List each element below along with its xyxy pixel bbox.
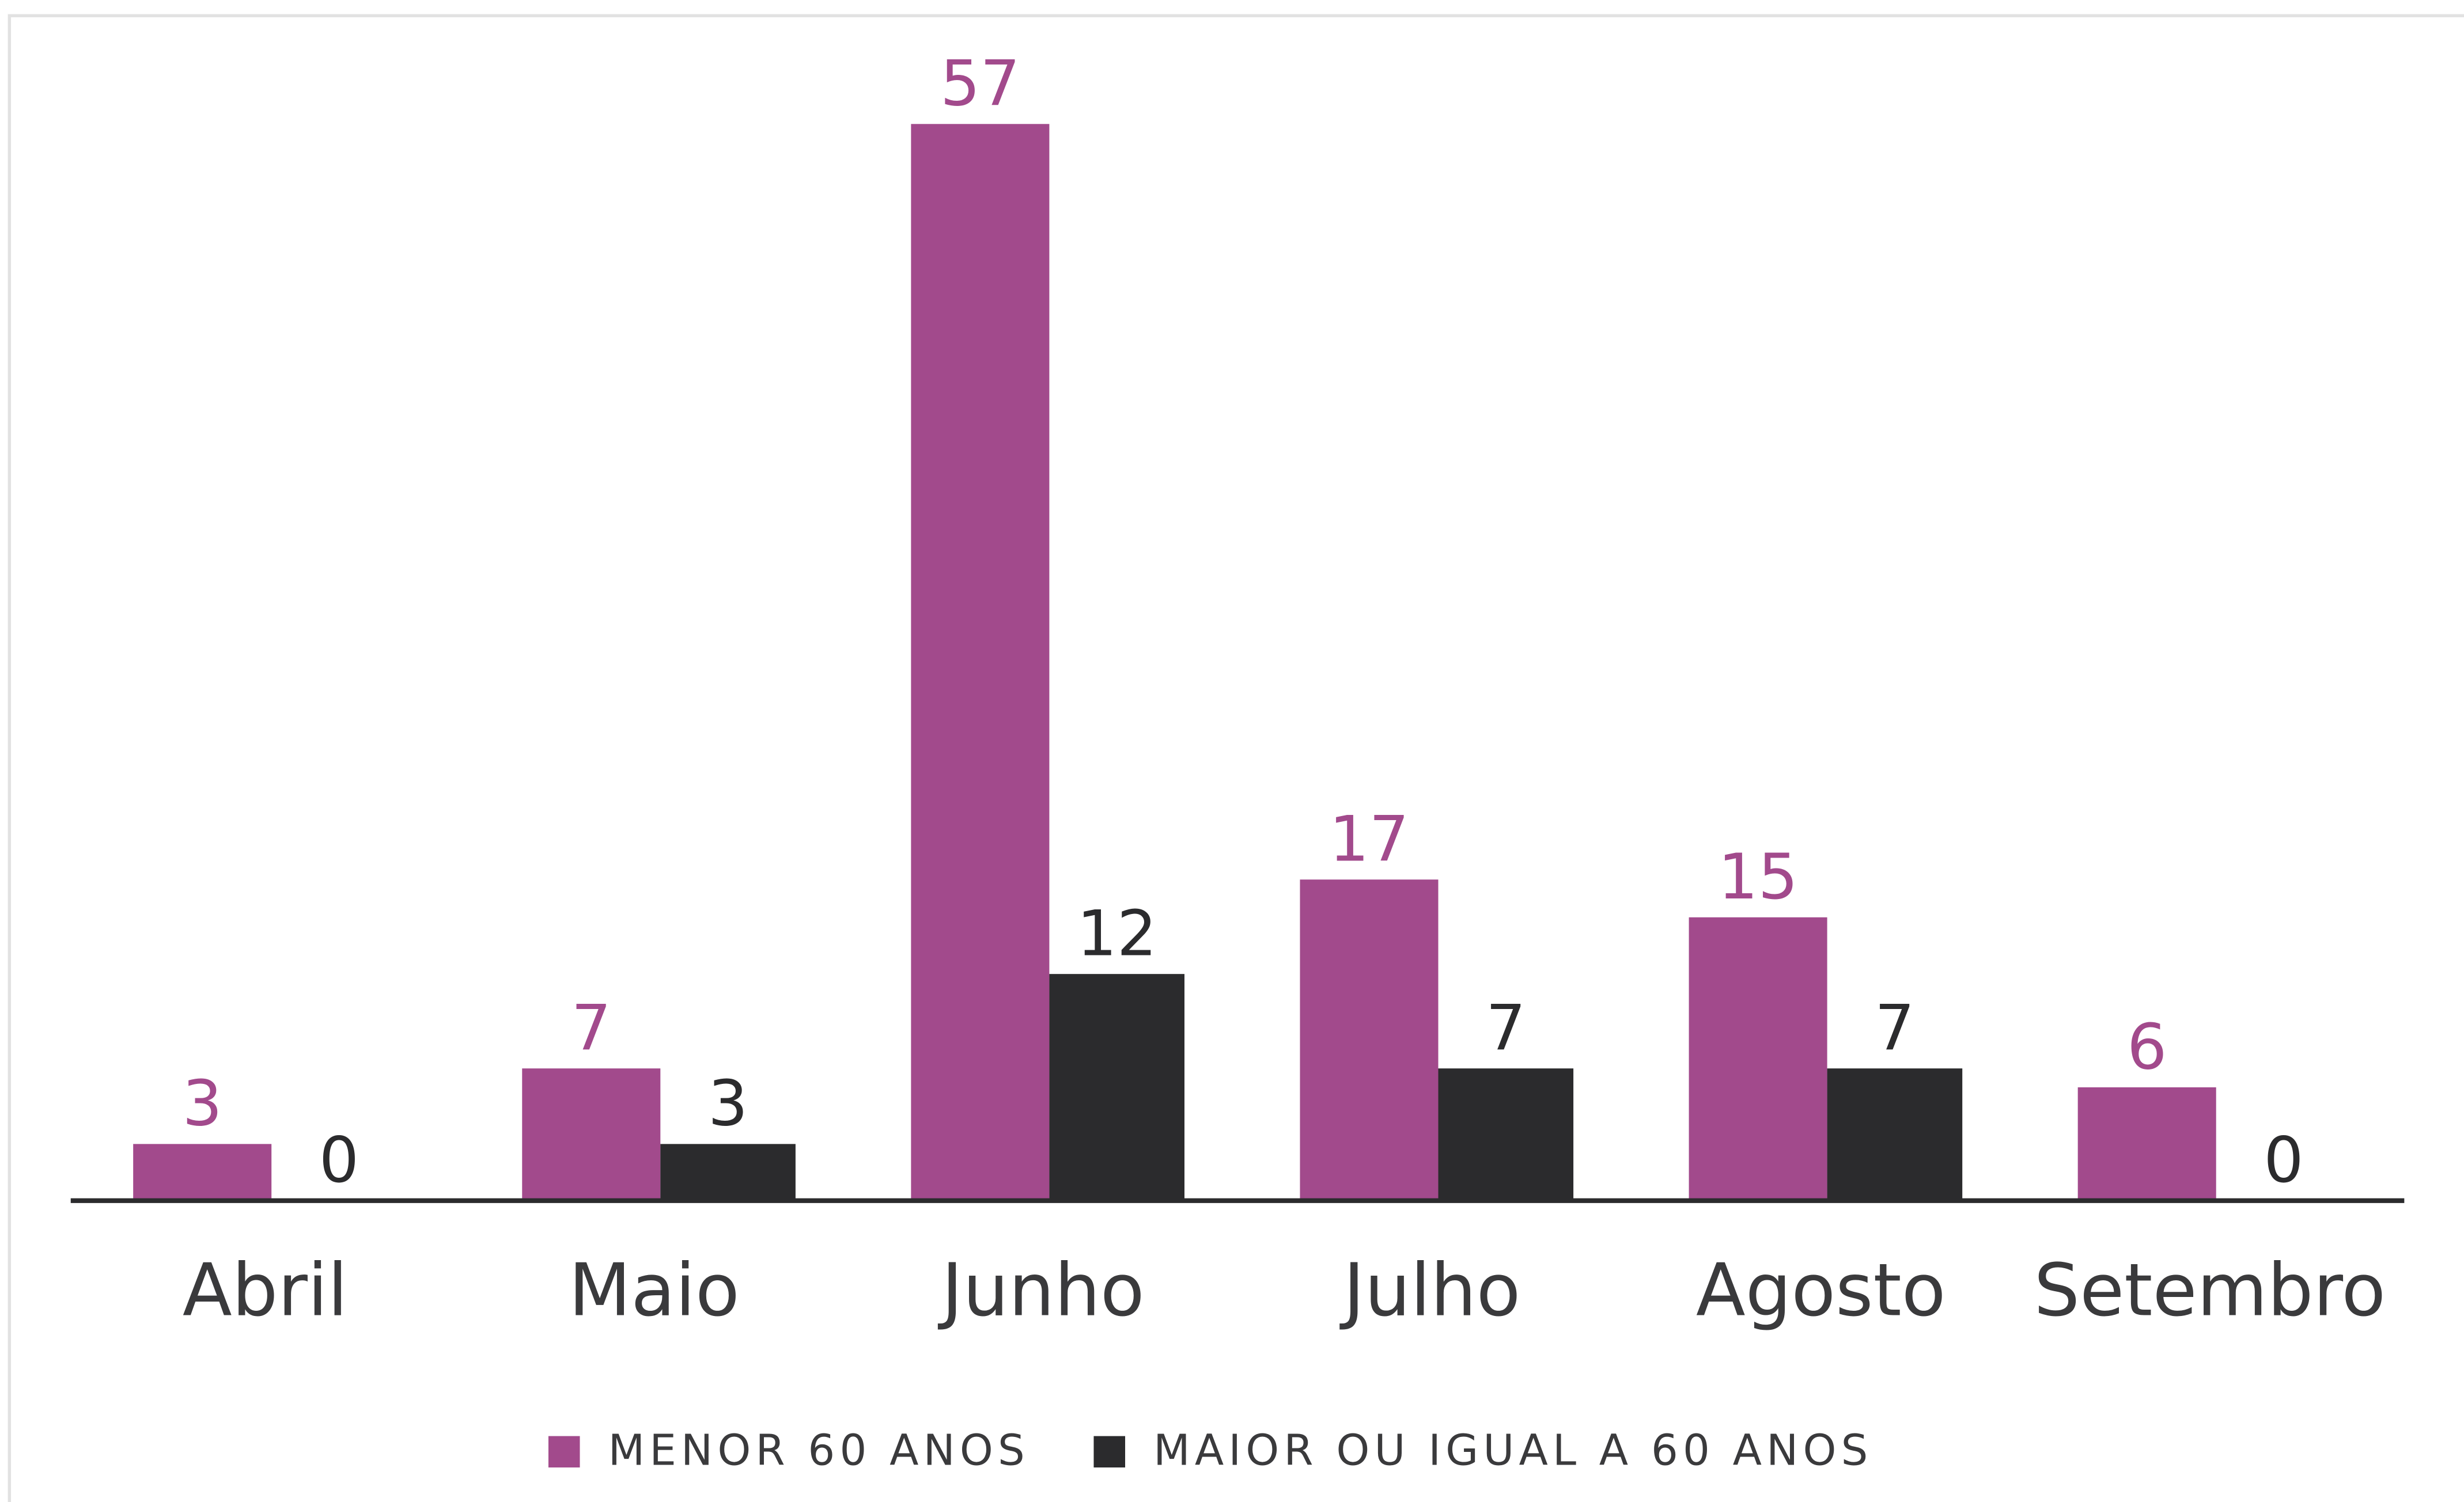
bar [911, 124, 1050, 1201]
data-label: 57 [940, 47, 1020, 120]
data-label: 7 [1875, 992, 1914, 1065]
x-tick-label: Setembro [2034, 1249, 2386, 1333]
data-label: 3 [182, 1067, 222, 1140]
x-tick-label: Junho [937, 1249, 1144, 1333]
bar [1049, 974, 1184, 1201]
data-label: 0 [2264, 1124, 2303, 1197]
bar [1827, 1068, 1963, 1201]
x-tick-label: Agosto [1696, 1249, 1946, 1333]
bar [1300, 879, 1439, 1201]
x-tick-label: Maio [569, 1249, 740, 1333]
data-label: 7 [1486, 992, 1526, 1065]
legend-swatch [548, 1436, 580, 1468]
bar [1438, 1068, 1574, 1201]
data-label: 7 [571, 992, 611, 1065]
x-tick-label: Julho [1339, 1249, 1521, 1333]
legend-label: MAIOR OU IGUAL A 60 ANOS [1153, 1427, 1872, 1476]
legend-swatch [1093, 1436, 1126, 1468]
data-label: 6 [2127, 1010, 2167, 1083]
data-label: 17 [1329, 803, 1409, 876]
bar [2077, 1087, 2216, 1201]
frame [7, 14, 2464, 1502]
data-label: 0 [319, 1124, 359, 1197]
data-label: 3 [708, 1067, 748, 1140]
bar [133, 1144, 272, 1201]
x-tick-label: Abril [183, 1249, 348, 1333]
bar [1689, 917, 1827, 1201]
legend-label: MENOR 60 ANOS [608, 1427, 1029, 1476]
data-label: 12 [1077, 897, 1157, 970]
bar [660, 1144, 796, 1201]
data-label: 15 [1718, 840, 1798, 913]
bar [522, 1068, 661, 1201]
